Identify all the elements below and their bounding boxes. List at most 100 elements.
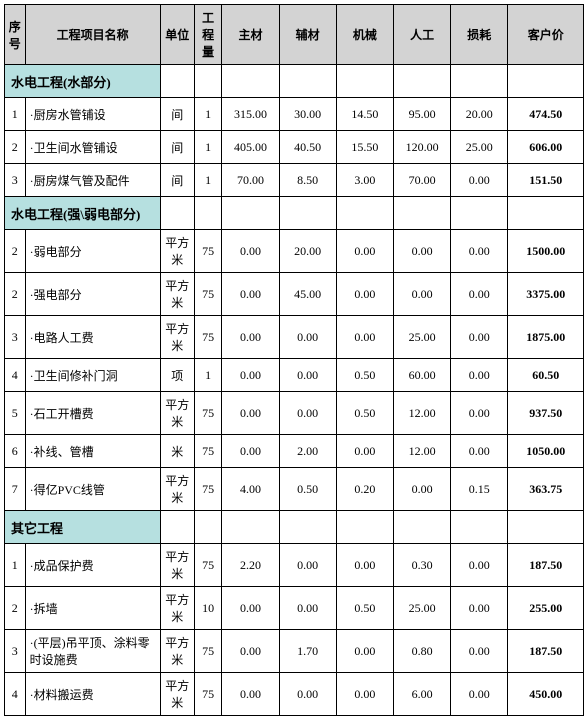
cell-unit: 平方米 xyxy=(160,230,194,273)
cell-mach: 15.50 xyxy=(336,131,393,164)
cell-seq: 2 xyxy=(5,230,26,273)
cell-seq: 2 xyxy=(5,273,26,316)
section-title: 水电工程(强\弱电部分) xyxy=(5,197,161,230)
col-labor: 人工 xyxy=(393,5,450,65)
cell-labor: 95.00 xyxy=(393,98,450,131)
cell-qty: 75 xyxy=(194,316,221,359)
table-row: 7·得亿PVC线管平方米754.000.500.200.000.15363.75 xyxy=(5,468,584,511)
blank-cell xyxy=(393,197,450,230)
cell-seq: 4 xyxy=(5,359,26,392)
col-price: 客户价 xyxy=(508,5,584,65)
cell-unit: 米 xyxy=(160,435,194,468)
table-row: 2·卫生间水管铺设间1405.0040.5015.50120.0025.0060… xyxy=(5,131,584,164)
col-name: 工程项目名称 xyxy=(25,5,160,65)
cell-mach: 0.20 xyxy=(336,468,393,511)
col-aux: 辅材 xyxy=(279,5,336,65)
cell-main: 0.00 xyxy=(222,273,279,316)
cell-price: 363.75 xyxy=(508,468,584,511)
cell-unit: 平方米 xyxy=(160,544,194,587)
cell-aux: 40.50 xyxy=(279,131,336,164)
cell-mach: 0.50 xyxy=(336,392,393,435)
table-row: 3·电路人工费平方米750.000.000.0025.000.001875.00 xyxy=(5,316,584,359)
cell-main: 405.00 xyxy=(222,131,279,164)
cell-unit: 平方米 xyxy=(160,273,194,316)
cell-aux: 0.00 xyxy=(279,316,336,359)
section-row: 水电工程(水部分) xyxy=(5,65,584,98)
cell-unit: 平方米 xyxy=(160,630,194,673)
cell-price: 1050.00 xyxy=(508,435,584,468)
cell-mach: 0.50 xyxy=(336,359,393,392)
cell-qty: 75 xyxy=(194,230,221,273)
col-mach: 机械 xyxy=(336,5,393,65)
cell-loss: 0.00 xyxy=(451,392,508,435)
blank-cell xyxy=(160,197,194,230)
blank-cell xyxy=(508,197,584,230)
cell-loss: 0.00 xyxy=(451,273,508,316)
cell-seq: 7 xyxy=(5,468,26,511)
cell-main: 0.00 xyxy=(222,587,279,630)
section-title: 水电工程(水部分) xyxy=(5,65,161,98)
cell-aux: 0.50 xyxy=(279,468,336,511)
cell-name: ·(平层)吊平顶、涂料零时设施费 xyxy=(25,630,160,673)
blank-cell xyxy=(451,197,508,230)
cell-labor: 0.00 xyxy=(393,273,450,316)
section-row: 水电工程(强\弱电部分) xyxy=(5,197,584,230)
blank-cell xyxy=(194,511,221,544)
cell-main: 315.00 xyxy=(222,98,279,131)
cell-seq: 3 xyxy=(5,316,26,359)
table-row: 1·成品保护费平方米752.200.000.000.300.00187.50 xyxy=(5,544,584,587)
cell-qty: 1 xyxy=(194,131,221,164)
cell-qty: 75 xyxy=(194,630,221,673)
cell-unit: 项 xyxy=(160,359,194,392)
cell-aux: 8.50 xyxy=(279,164,336,197)
blank-cell xyxy=(279,65,336,98)
cell-price: 3375.00 xyxy=(508,273,584,316)
blank-cell xyxy=(336,197,393,230)
cell-name: ·成品保护费 xyxy=(25,544,160,587)
cell-main: 0.00 xyxy=(222,435,279,468)
cell-aux: 0.00 xyxy=(279,392,336,435)
cell-loss: 0.00 xyxy=(451,164,508,197)
blank-cell xyxy=(222,511,279,544)
header-row: 序号 工程项目名称 单位 工程量 主材 辅材 机械 人工 损耗 客户价 xyxy=(5,5,584,65)
cell-unit: 平方米 xyxy=(160,468,194,511)
cell-price: 1875.00 xyxy=(508,316,584,359)
cell-loss: 0.00 xyxy=(451,316,508,359)
col-seq: 序号 xyxy=(5,5,26,65)
cell-mach: 3.00 xyxy=(336,164,393,197)
cell-main: 0.00 xyxy=(222,359,279,392)
cell-main: 2.20 xyxy=(222,544,279,587)
blank-cell xyxy=(451,65,508,98)
cell-unit: 间 xyxy=(160,164,194,197)
cell-loss: 20.00 xyxy=(451,98,508,131)
cell-price: 606.00 xyxy=(508,131,584,164)
cell-mach: 0.00 xyxy=(336,316,393,359)
cell-unit: 平方米 xyxy=(160,673,194,716)
cell-labor: 12.00 xyxy=(393,435,450,468)
cell-mach: 0.00 xyxy=(336,435,393,468)
cell-loss: 0.15 xyxy=(451,468,508,511)
table-row: 4·卫生间修补门洞项10.000.000.5060.000.0060.50 xyxy=(5,359,584,392)
cell-seq: 1 xyxy=(5,544,26,587)
cell-loss: 0.00 xyxy=(451,544,508,587)
blank-cell xyxy=(194,65,221,98)
cell-main: 0.00 xyxy=(222,230,279,273)
cell-main: 0.00 xyxy=(222,316,279,359)
cell-price: 151.50 xyxy=(508,164,584,197)
blank-cell xyxy=(336,511,393,544)
cell-mach: 0.00 xyxy=(336,273,393,316)
table-row: 4·材料搬运费平方米750.000.000.006.000.00450.00 xyxy=(5,673,584,716)
cell-unit: 间 xyxy=(160,98,194,131)
cell-main: 0.00 xyxy=(222,392,279,435)
cell-mach: 14.50 xyxy=(336,98,393,131)
cell-price: 60.50 xyxy=(508,359,584,392)
cell-aux: 1.70 xyxy=(279,630,336,673)
cell-labor: 0.00 xyxy=(393,230,450,273)
cell-labor: 25.00 xyxy=(393,587,450,630)
cell-seq: 5 xyxy=(5,392,26,435)
cell-name: ·得亿PVC线管 xyxy=(25,468,160,511)
cell-name: ·卫生间修补门洞 xyxy=(25,359,160,392)
cell-price: 255.00 xyxy=(508,587,584,630)
blank-cell xyxy=(194,197,221,230)
cell-aux: 0.00 xyxy=(279,359,336,392)
